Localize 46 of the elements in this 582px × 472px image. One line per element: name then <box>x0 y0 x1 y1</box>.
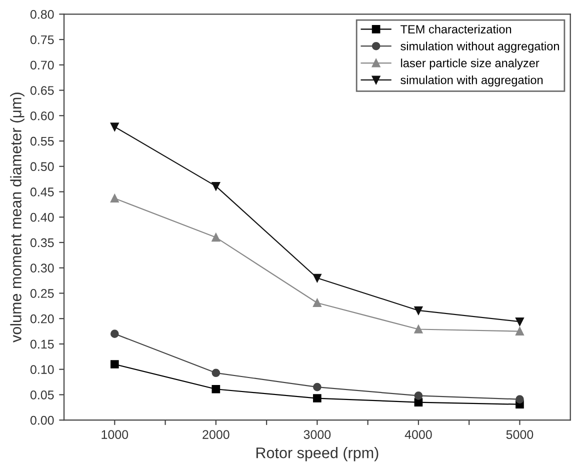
point <box>313 382 322 392</box>
point <box>110 122 119 131</box>
y-axis-title: volume moment mean diameter (μm) <box>10 92 24 342</box>
y-tick-label: 0.55 <box>30 136 54 146</box>
point <box>516 327 524 336</box>
x-tick-label: 1000 <box>102 430 128 439</box>
x-tick-label: 4000 <box>404 430 432 439</box>
legend-label: laser particle size analyzer <box>401 58 540 70</box>
y-tick-label: 0.35 <box>30 238 54 248</box>
point <box>212 384 220 394</box>
x-tick-label: 5000 <box>506 430 534 439</box>
x-tick-label: 3000 <box>304 430 331 439</box>
legend-label: TEM characterization <box>400 24 512 34</box>
point <box>212 368 220 378</box>
point <box>516 317 524 326</box>
y-tick-label: 0.20 <box>30 314 54 324</box>
x-axis-title: Rotor speed (rpm) <box>256 447 378 462</box>
y-tick-label: 0.50 <box>30 162 54 172</box>
y-tick-label: 0.30 <box>30 264 54 273</box>
point <box>313 298 322 308</box>
y-tick-label: 0.80 <box>30 10 54 19</box>
point <box>212 233 220 242</box>
y-tick-label: 0.25 <box>30 289 54 298</box>
point <box>110 194 119 203</box>
point <box>414 306 423 315</box>
point <box>110 360 119 368</box>
y-tick-label: 0.05 <box>30 390 54 400</box>
y-tick-label: 0.75 <box>30 35 54 44</box>
y-tick-label: 0.10 <box>30 365 54 374</box>
y-tick-label: 0.60 <box>30 111 54 120</box>
x-tick-label: 2000 <box>202 430 230 439</box>
point <box>414 325 423 334</box>
y-tick-label: 0.40 <box>30 212 54 222</box>
y-tick-label: 0.15 <box>30 340 54 349</box>
point <box>414 392 423 400</box>
y-tick-label: 0.65 <box>30 86 54 95</box>
legend-label: simulation with aggregation <box>400 76 543 87</box>
legend-label: simulation without aggregation <box>400 42 559 53</box>
point <box>110 330 119 338</box>
y-tick-label: 0.45 <box>30 188 54 196</box>
y-tick-label: 0.70 <box>30 60 54 70</box>
point <box>516 395 524 404</box>
point <box>313 274 322 282</box>
point <box>212 182 220 190</box>
y-tick-label: 0.00 <box>30 416 54 425</box>
point <box>313 394 322 402</box>
